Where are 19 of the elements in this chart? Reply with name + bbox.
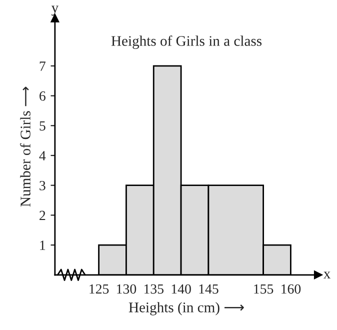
y-axis-title: Number of Girls ⟶ [20, 86, 30, 207]
x-tick-label: 145 [199, 284, 218, 294]
x-axis-title: Heights (in cm) ⟶ [128, 302, 244, 316]
y-tick-label: 5 [40, 121, 46, 131]
y-tick-label: 6 [40, 91, 46, 101]
text: x [324, 272, 331, 278]
x-tick-label: 135 [144, 284, 164, 294]
x-tick-label: 140 [172, 284, 191, 294]
y-tick-label: 1 [40, 240, 46, 250]
y-tick-label: 4 [39, 151, 46, 160]
x-tick-label: 155 [254, 284, 274, 294]
x-tick-label: 125 [90, 284, 109, 294]
y-tick-label: 7 [40, 62, 46, 71]
x-tick-label: 160 [282, 284, 301, 294]
text: Heights of Girls in a class [111, 35, 262, 49]
y-tick-label: 2 [40, 210, 46, 220]
x-tick-label: 130 [117, 284, 136, 294]
y-tick-label: 3 [40, 180, 46, 190]
text: y [51, 6, 59, 16]
